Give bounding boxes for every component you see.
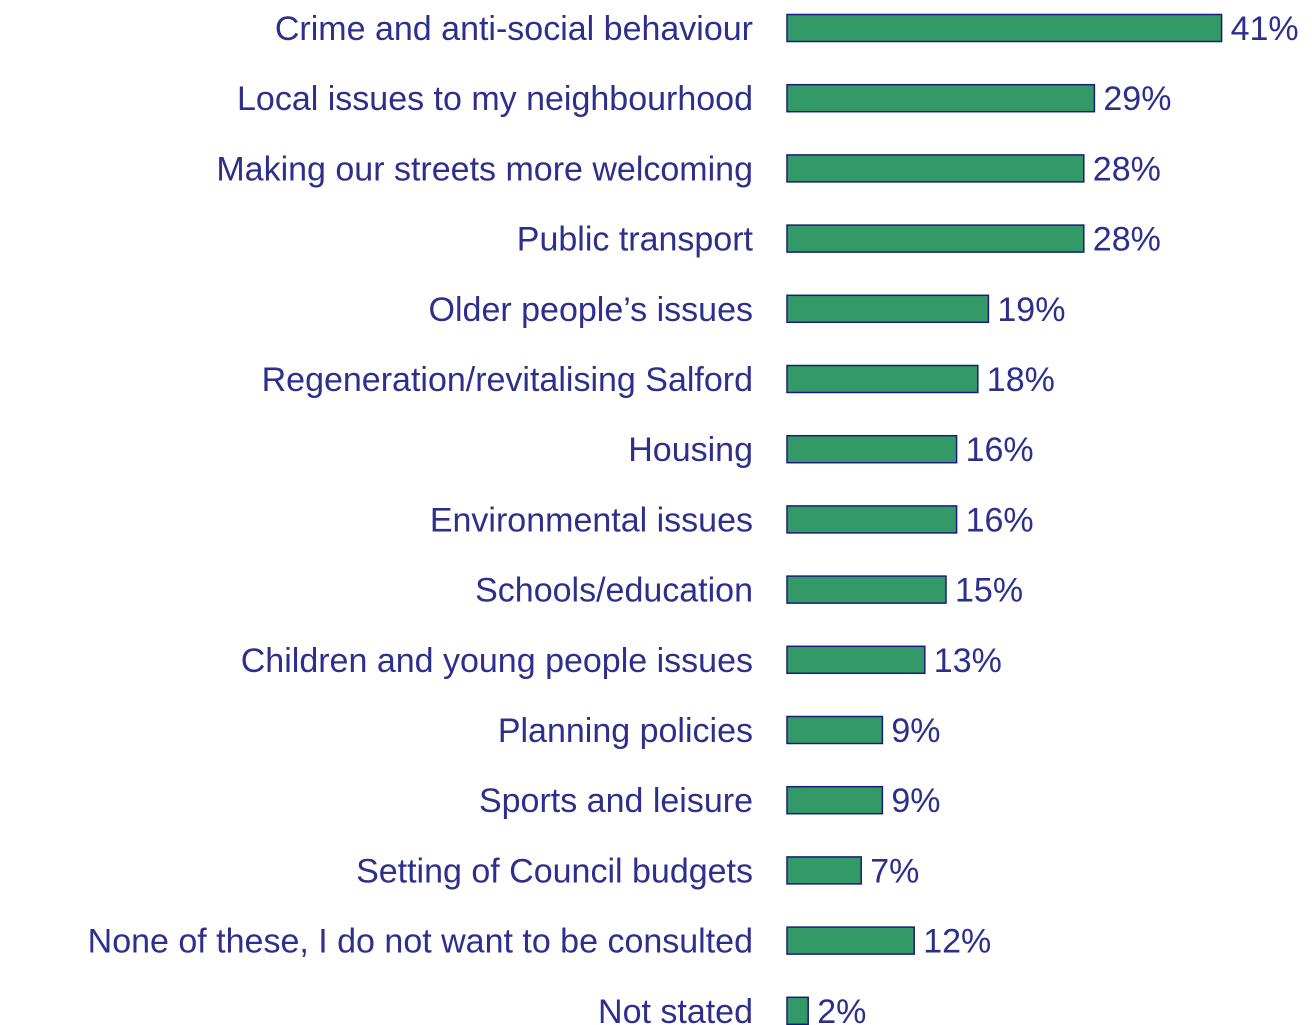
bar	[786, 926, 915, 955]
value-label: 28%	[1093, 221, 1161, 259]
value-label: 7%	[870, 852, 919, 890]
bar	[786, 785, 884, 815]
value-label: 29%	[1103, 80, 1171, 118]
category-label: Older people’s issues	[429, 291, 753, 329]
bar	[786, 575, 947, 604]
value-label: 16%	[966, 501, 1034, 539]
bar	[786, 224, 1085, 253]
category-label: Schools/education	[475, 572, 753, 610]
category-label: Environmental issues	[430, 501, 753, 539]
bar	[786, 83, 1096, 113]
bar	[786, 856, 862, 885]
category-label: None of these, I do not want to be consu…	[88, 923, 753, 961]
value-label: 19%	[997, 291, 1065, 329]
value-label: 28%	[1093, 150, 1161, 188]
category-label: Not stated	[598, 993, 753, 1025]
bar	[786, 13, 1223, 43]
category-label: Children and young people issues	[241, 642, 753, 680]
category-label: Planning policies	[498, 712, 753, 750]
value-label: 41%	[1231, 10, 1299, 48]
category-label: Local issues to my neighbourhood	[237, 80, 753, 118]
value-label: 15%	[955, 572, 1023, 610]
category-label: Making our streets more welcoming	[216, 150, 753, 188]
bar	[786, 154, 1085, 183]
value-label: 9%	[891, 712, 940, 750]
category-label: Setting of Council budgets	[356, 852, 753, 890]
category-label: Sports and leisure	[479, 782, 753, 820]
bar	[786, 434, 958, 464]
bar	[786, 505, 958, 534]
category-label: Regeneration/revitalising Salford	[262, 361, 753, 399]
bar	[786, 715, 884, 745]
category-label: Public transport	[517, 221, 754, 259]
value-label: 9%	[891, 782, 940, 820]
bar	[786, 996, 809, 1025]
category-label: Crime and anti-social behaviour	[275, 10, 753, 48]
value-label: 16%	[966, 431, 1034, 469]
bar	[786, 364, 979, 394]
value-label: 18%	[987, 361, 1055, 399]
bar	[786, 294, 990, 324]
category-label: Housing	[628, 431, 753, 469]
value-label: 2%	[817, 993, 866, 1025]
value-label: 13%	[934, 642, 1002, 680]
value-label: 12%	[923, 923, 991, 961]
bar	[786, 645, 926, 675]
